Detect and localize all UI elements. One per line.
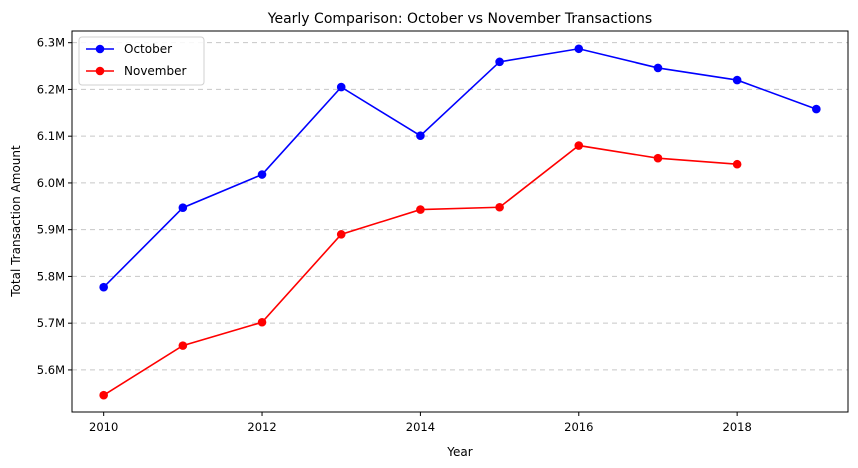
y-tick-label: 6.1M	[37, 129, 65, 143]
x-tick-label: 2018	[723, 420, 752, 434]
y-axis-label: Total Transaction Amount	[9, 145, 23, 298]
november-data-point	[336, 230, 346, 239]
november-legend-marker	[95, 66, 105, 76]
november-data-point	[178, 341, 188, 350]
november-data-point	[574, 141, 584, 150]
y-tick-label: 5.7M	[37, 316, 65, 330]
october-data-point	[416, 131, 425, 141]
x-tick-label: 2016	[564, 420, 593, 434]
october-series-line	[103, 47, 817, 288]
november-data-point	[495, 202, 504, 212]
october-data-point	[257, 170, 267, 179]
y-tick-label: 6.2M	[37, 82, 65, 96]
chart-title: Yearly Comparison: October vs November T…	[267, 11, 652, 27]
series-points	[99, 44, 821, 400]
y-tick-label: 5.6M	[37, 363, 65, 377]
november-data-point	[99, 390, 108, 400]
october-data-point	[99, 282, 108, 292]
october-legend-marker	[95, 44, 105, 54]
october-data-point	[812, 104, 821, 114]
legend: October November	[78, 36, 205, 86]
x-tick-label: 2010	[89, 420, 118, 434]
plot-frame	[71, 30, 849, 413]
y-tick-label: 6.0M	[37, 176, 65, 190]
y-tick-label: 5.9M	[37, 223, 65, 237]
october-data-point	[732, 75, 742, 85]
series-lines	[103, 47, 817, 396]
october-data-point	[336, 82, 346, 92]
y-tick-label: 6.3M	[37, 36, 65, 50]
october-legend-label: October	[124, 42, 172, 56]
x-axis-label: Year	[446, 445, 472, 459]
x-tick-label: 2012	[247, 420, 276, 434]
october-data-point	[653, 63, 663, 73]
october-data-point	[495, 57, 504, 67]
october-data-point	[178, 203, 188, 213]
november-data-point	[416, 205, 425, 214]
november-data-point	[257, 317, 267, 327]
y-axis-ticks: 5.6M 5.7M 5.8M 5.9M 6.0M 6.1M 6.2M 6.3M	[37, 36, 72, 377]
october-data-point	[574, 44, 584, 54]
november-data-point	[732, 159, 742, 169]
x-tick-label: 2014	[406, 420, 435, 434]
y-tick-label: 5.8M	[37, 269, 65, 283]
grid	[72, 42, 848, 371]
x-axis-ticks: 2010 2012 2014 2016 2018	[89, 412, 752, 434]
november-legend-label: November	[124, 64, 186, 78]
november-data-point	[653, 153, 663, 163]
